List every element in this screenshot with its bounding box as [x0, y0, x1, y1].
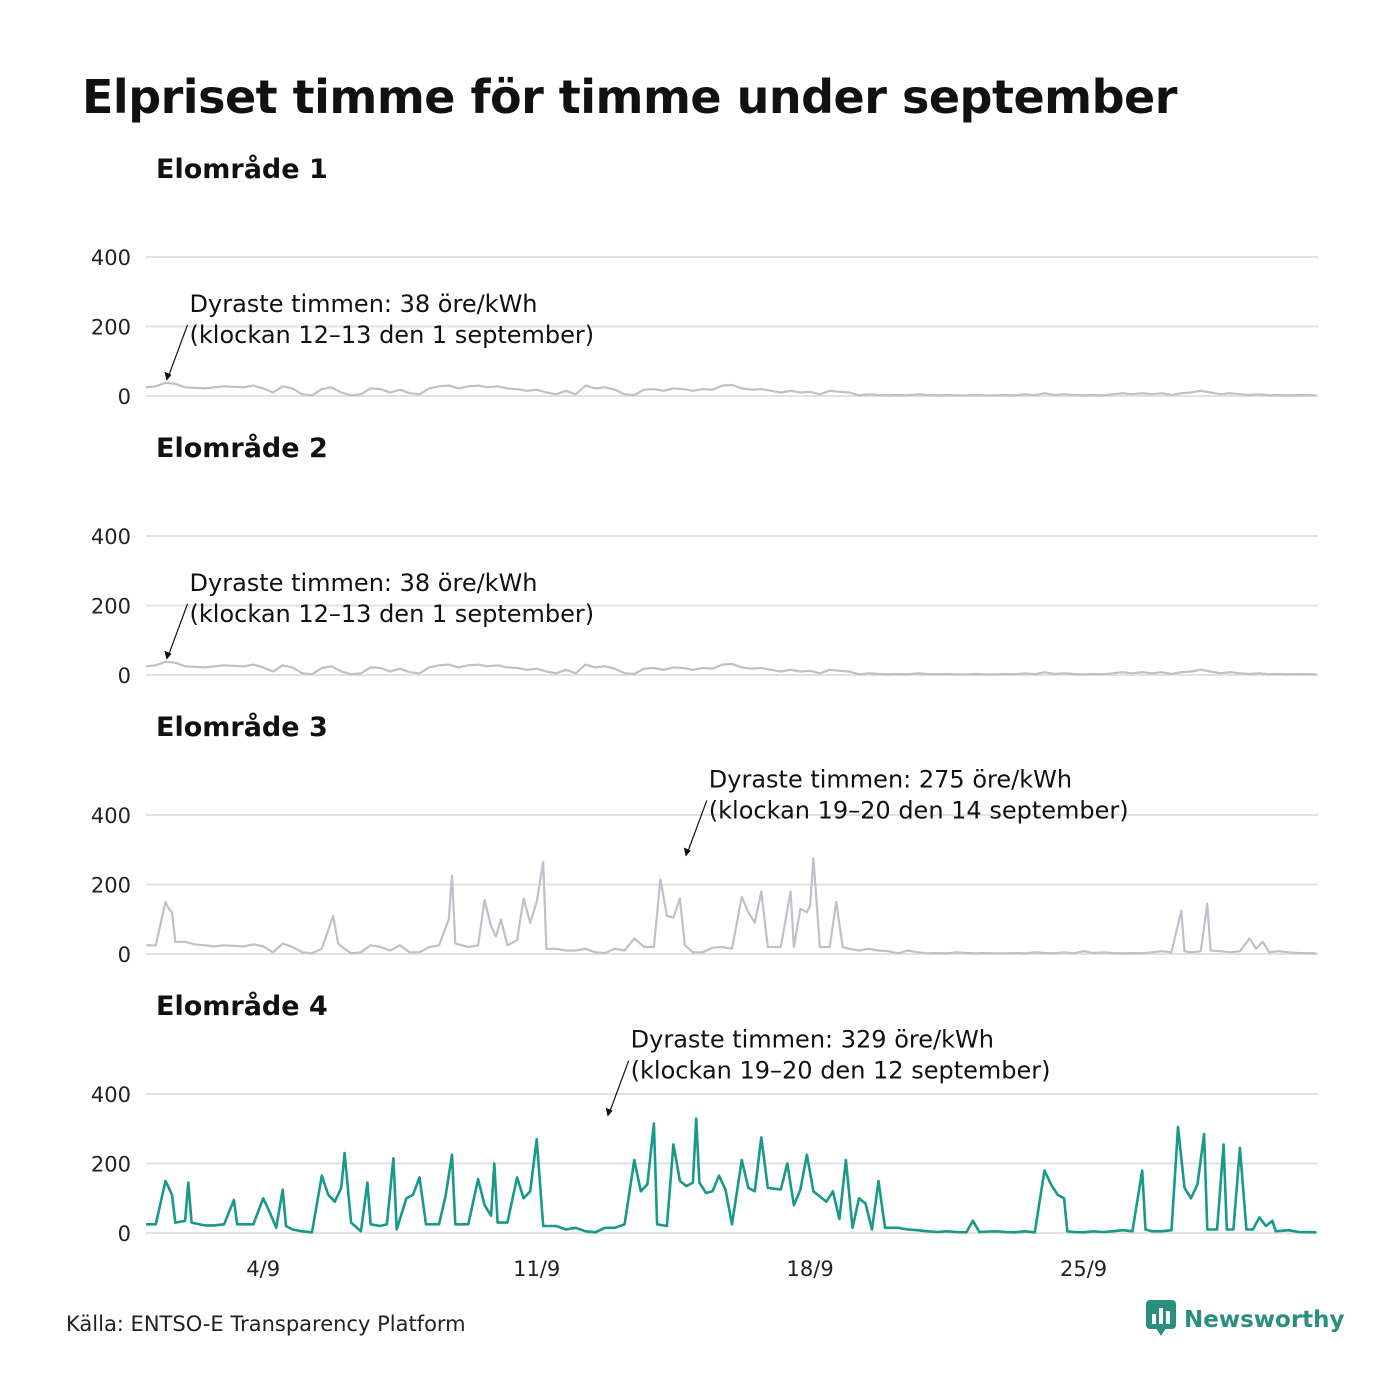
panel-title: Elområde 1 — [156, 153, 328, 185]
y-tick-label: 400 — [91, 525, 131, 549]
y-tick-label: 400 — [91, 804, 131, 828]
y-tick-label: 200 — [91, 595, 131, 619]
annotation-arrow — [686, 800, 708, 855]
x-tick-label: 25/9 — [1060, 1257, 1107, 1281]
y-tick-label: 0 — [118, 1222, 131, 1246]
x-tick-label: 4/9 — [246, 1257, 280, 1281]
y-tick-label: 200 — [91, 1153, 131, 1177]
x-tick-label: 18/9 — [787, 1257, 834, 1281]
x-tick-label: 11/9 — [513, 1257, 560, 1281]
brand-name: Newsworthy — [1184, 1307, 1345, 1333]
annotation-arrow — [166, 324, 189, 380]
y-tick-label: 400 — [91, 246, 131, 270]
annotation-arrowhead — [605, 1107, 613, 1117]
y-tick-label: 200 — [91, 874, 131, 898]
page-title: Elpriset timme för timme under september — [82, 70, 1177, 124]
annotation-line2: (klockan 19–20 den 12 september) — [631, 1057, 1051, 1085]
price-line — [145, 660, 1317, 676]
annotation-line2: (klockan 19–20 den 14 september) — [709, 796, 1129, 824]
price-line — [146, 857, 1317, 955]
y-tick-label: 0 — [118, 664, 131, 688]
y-tick-label: 0 — [118, 385, 131, 409]
annotation-line2: (klockan 12–13 den 1 september) — [190, 321, 595, 349]
y-tick-label: 0 — [118, 943, 131, 967]
panel-title: Elområde 3 — [156, 711, 328, 743]
annotation-arrowhead — [164, 371, 172, 381]
y-tick-label: 400 — [91, 1083, 131, 1107]
bar-chart-speech-bubble-icon — [1146, 1300, 1176, 1340]
panel-title: Elområde 4 — [156, 990, 328, 1022]
annotation-arrowhead — [683, 847, 691, 857]
source-note: Källa: ENTSO-E Transparency Platform — [66, 1312, 466, 1336]
price-line — [146, 1117, 1317, 1234]
brand-logo[interactable]: Newsworthy — [1146, 1300, 1345, 1340]
y-tick-label: 200 — [91, 316, 131, 340]
annotation-line1: Dyraste timmen: 38 öre/kWh — [190, 290, 538, 318]
annotation-line1: Dyraste timmen: 38 öre/kWh — [190, 569, 538, 597]
annotation-line1: Dyraste timmen: 275 öre/kWh — [709, 765, 1072, 793]
annotation-line1: Dyraste timmen: 329 öre/kWh — [631, 1026, 994, 1054]
annotation-arrow — [166, 603, 189, 659]
annotation-line2: (klockan 12–13 den 1 september) — [190, 600, 595, 628]
annotation-arrowhead — [164, 650, 172, 660]
price-line — [145, 381, 1317, 397]
annotation-arrow — [608, 1060, 630, 1115]
panel-title: Elområde 2 — [156, 432, 328, 464]
